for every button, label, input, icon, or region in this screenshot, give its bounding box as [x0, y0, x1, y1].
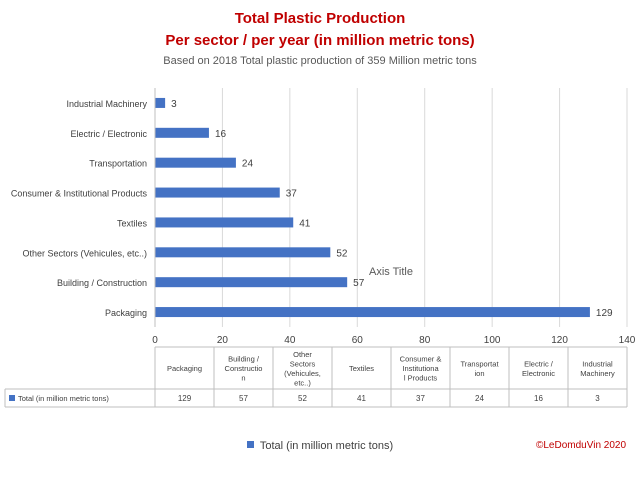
category-label: Electric / Electronic	[70, 129, 147, 139]
table-header-cell: Building / Constructio n	[225, 355, 263, 383]
table-value-cell: 37	[416, 394, 425, 403]
table-header-cell: Packaging	[167, 364, 202, 373]
table-value-cell: 57	[239, 394, 248, 403]
data-label: 52	[336, 248, 348, 259]
bar	[155, 97, 166, 108]
bar	[155, 247, 331, 258]
table-value-cell: 24	[475, 394, 484, 403]
data-label: 129	[596, 308, 613, 319]
table-header-cell: Textiles	[349, 364, 374, 373]
data-label: 41	[299, 218, 311, 229]
table-value-cell: 129	[178, 394, 192, 403]
data-label: 37	[286, 189, 298, 200]
chart-title-second-line: Per sector / per year (in million metric…	[165, 32, 475, 49]
category-label: Other Sectors (Vehicules, etc..)	[22, 248, 147, 258]
axis-title: Axis Title	[369, 266, 413, 278]
bar	[155, 187, 280, 198]
bar	[155, 157, 236, 168]
legend: Total (in million metric tons)	[0, 440, 640, 452]
x-tick-label: 0	[152, 335, 158, 346]
table-value-cell: 3	[595, 394, 600, 403]
table-header-cell: Industrial Machinery	[580, 359, 615, 378]
table-value-cell: 16	[534, 394, 543, 403]
bar	[155, 217, 294, 228]
table-legend-swatch	[9, 395, 15, 401]
data-label: 16	[215, 129, 227, 140]
table-series-label: Total (in million metric tons)	[18, 394, 109, 403]
category-label: Consumer & Institutional Products	[11, 189, 148, 199]
bar	[155, 127, 209, 138]
table-header-cell: Electric / Electronic	[522, 359, 555, 378]
data-label: 57	[353, 278, 365, 289]
data-label: 24	[242, 159, 254, 170]
legend-label: Total (in million metric tons)	[259, 440, 394, 452]
category-label: Packaging	[105, 308, 147, 318]
table-value-cell: 52	[298, 394, 307, 403]
table-header-cell: Consumer & Institutiona l Products	[400, 355, 442, 383]
x-tick-label: 40	[284, 335, 296, 346]
table-value-cell: 41	[357, 394, 366, 403]
legend-swatch	[246, 441, 254, 448]
chart-subtitle: Based on 2018 Total plastic production o…	[163, 55, 477, 67]
table-header-cell: Other Sectors (Vehicules, etc..)	[284, 350, 321, 388]
x-tick-label: 80	[419, 335, 431, 346]
bar	[155, 307, 590, 318]
x-tick-label: 120	[551, 335, 568, 346]
bar	[155, 277, 348, 288]
copyright-text: ©LeDomduVin 2020	[536, 440, 627, 451]
table-header-cell: Transportat ion	[460, 359, 499, 378]
category-label: Industrial Machinery	[66, 99, 147, 109]
category-label: Textiles	[117, 218, 148, 228]
x-tick-label: 140	[619, 335, 636, 346]
category-label: Building / Construction	[57, 278, 147, 288]
category-label: Transportation	[89, 159, 147, 169]
x-tick-label: 100	[484, 335, 501, 346]
chart-title: Total Plastic Production	[234, 10, 406, 27]
x-tick-label: 20	[217, 335, 229, 346]
data-label: 3	[171, 99, 177, 110]
x-tick-label: 60	[352, 335, 364, 346]
